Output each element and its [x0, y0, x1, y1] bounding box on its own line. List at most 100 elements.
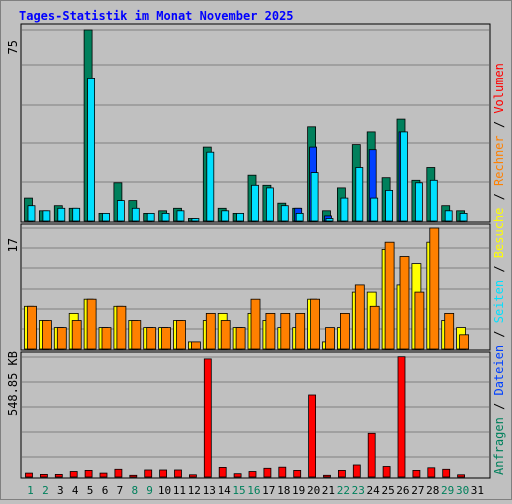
legend-part: / — [492, 396, 506, 418]
bar-rechner-day-23 — [354, 284, 365, 350]
bar-rechner-day-22 — [339, 312, 350, 350]
bar-seiten-day-6 — [102, 212, 110, 222]
x-tick-label-day-20: 20 — [307, 484, 320, 497]
x-tick-label-day-26: 26 — [396, 484, 409, 497]
bar-volumen-day-30 — [457, 474, 466, 478]
x-tick-label-day-2: 2 — [42, 484, 49, 497]
x-tick-label-day-23: 23 — [352, 484, 365, 497]
bar-rechner-day-15 — [235, 327, 246, 350]
x-tick-label-day-16: 16 — [247, 484, 260, 497]
x-tick-label-day-10: 10 — [158, 484, 171, 497]
bar-seiten-day-18 — [280, 205, 289, 222]
bar-volumen-day-13 — [203, 358, 212, 478]
bar-seiten-day-14 — [221, 210, 230, 222]
bar-seiten-day-30 — [459, 212, 468, 222]
bar-rechner-day-4 — [71, 320, 82, 350]
bar-rechner-day-1 — [27, 305, 37, 350]
bar-volumen-day-8 — [129, 474, 138, 478]
right-legend: Anfragen / Dateien / Seiten / Besuche / … — [492, 63, 506, 475]
bar-rechner-day-11 — [176, 320, 186, 350]
x-tick-label-day-1: 1 — [27, 484, 34, 497]
bar-volumen-day-7 — [114, 468, 123, 478]
bar-volumen-day-19 — [293, 469, 302, 478]
x-tick-label-day-9: 9 — [146, 484, 153, 497]
x-tick-label-day-13: 13 — [203, 484, 216, 497]
x-tick-label-day-7: 7 — [117, 484, 124, 497]
bar-seiten-day-5 — [87, 78, 95, 222]
bar-volumen-day-24 — [367, 432, 376, 478]
bar-seiten-day-19 — [295, 212, 304, 222]
x-tick-label-day-22: 22 — [337, 484, 350, 497]
bar-rechner-day-17 — [265, 312, 276, 350]
bar-seiten-day-1 — [27, 205, 36, 222]
bar-seiten-day-15 — [236, 212, 245, 222]
bar-rechner-day-20 — [310, 298, 321, 350]
bar-seiten-day-22 — [340, 197, 349, 222]
legend-part: Anfragen — [492, 417, 506, 475]
bar-volumen-day-2 — [40, 473, 48, 478]
bar-volumen-day-17 — [263, 467, 272, 478]
bar-rechner-day-10 — [161, 327, 172, 350]
bar-rechner-day-16 — [250, 298, 261, 350]
bar-rechner-day-18 — [280, 312, 291, 350]
panel-frame — [20, 351, 491, 479]
x-tick-label-day-8: 8 — [131, 484, 138, 497]
bar-rechner-day-24 — [369, 305, 380, 350]
bar-seiten-day-3 — [57, 207, 66, 222]
bar-seiten-day-4 — [72, 207, 81, 222]
bar-rechner-day-5 — [86, 298, 97, 350]
bar-rechner-day-29 — [444, 312, 455, 350]
bar-volumen-day-11 — [174, 469, 182, 478]
bar-rechner-day-19 — [295, 312, 306, 350]
bar-seiten-day-16 — [251, 184, 259, 222]
bar-seiten-day-27 — [414, 182, 423, 222]
bar-volumen-day-4 — [69, 471, 78, 478]
bar-rechner-day-7 — [116, 305, 127, 350]
x-tick-label-day-21: 21 — [322, 484, 335, 497]
bar-rechner-day-12 — [190, 341, 201, 350]
x-tick-label-day-24: 24 — [366, 484, 380, 497]
bar-volumen-day-3 — [54, 473, 63, 478]
bar-volumen-day-1 — [25, 472, 33, 478]
bar-volumen-day-10 — [159, 469, 168, 478]
legend-part: / — [492, 186, 506, 208]
bar-rechner-day-3 — [56, 327, 67, 350]
bar-seiten-day-24 — [370, 197, 379, 222]
x-tick-label-day-30: 30 — [456, 484, 469, 497]
bar-rechner-day-21 — [325, 327, 335, 350]
bar-rechner-day-27 — [414, 291, 425, 350]
bar-seiten-day-10 — [161, 212, 170, 222]
bar-seiten-day-23 — [355, 167, 364, 222]
bar-seiten-day-21 — [325, 218, 334, 222]
x-tick-label-day-12: 12 — [188, 484, 201, 497]
bar-volumen-day-5 — [84, 469, 93, 478]
bar-rechner-day-8 — [131, 320, 142, 350]
bar-volumen-day-14 — [218, 466, 227, 478]
bar-rechner-day-13 — [205, 312, 216, 350]
y-max-label: 17 — [6, 238, 20, 252]
bar-volumen-day-29 — [442, 468, 451, 478]
bar-rechner-day-14 — [220, 320, 231, 350]
x-tick-label-day-6: 6 — [102, 484, 109, 497]
x-tick-label-day-28: 28 — [426, 484, 439, 497]
x-tick-label-day-27: 27 — [411, 484, 424, 497]
bar-seiten-day-17 — [265, 187, 274, 222]
panel-volume: 548.85 KB — [6, 351, 491, 479]
y-max-label: 75 — [6, 40, 20, 54]
x-tick-label-day-5: 5 — [87, 484, 94, 497]
bar-seiten-day-12 — [191, 218, 200, 222]
bar-seiten-day-28 — [429, 179, 438, 222]
bar-rechner-day-2 — [42, 320, 52, 350]
bar-volumen-day-18 — [278, 466, 287, 478]
bar-volumen-day-23 — [352, 464, 361, 478]
bar-seiten-day-20 — [310, 172, 319, 222]
x-tick-label-day-19: 19 — [292, 484, 305, 497]
bar-rechner-day-30 — [459, 334, 470, 350]
legend-part: / — [492, 258, 506, 280]
bar-volumen-day-20 — [308, 394, 317, 478]
bar-volumen-day-28 — [427, 467, 436, 478]
bar-volumen-day-15 — [233, 473, 242, 478]
bar-seiten-day-7 — [117, 200, 125, 222]
